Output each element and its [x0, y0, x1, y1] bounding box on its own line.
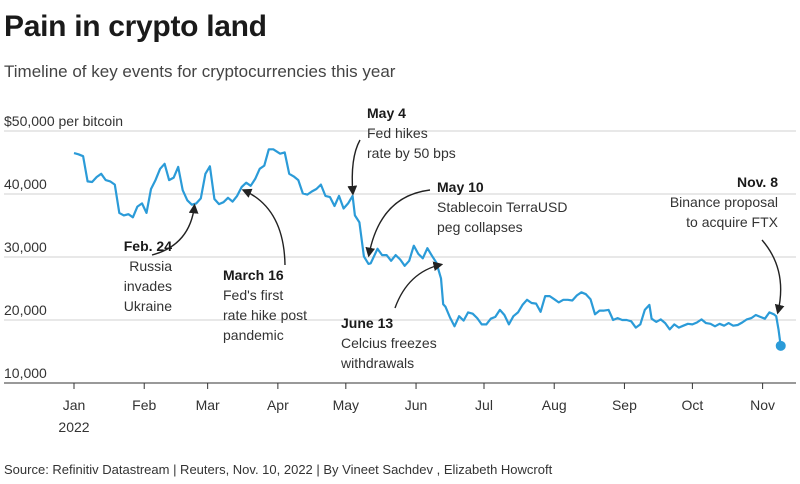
annotation-title: March 16 — [223, 267, 284, 283]
end-point-dot — [775, 340, 786, 351]
annotation-arrow — [761, 239, 785, 315]
x-tick-label: Aug — [542, 397, 567, 413]
annotation-arrow — [347, 139, 361, 196]
x-tick-label: Sep — [612, 397, 637, 413]
line-chart: 10,000 20,000 30,000 40,000 $50,000 per bitc… — [4, 105, 796, 435]
x-tick-label: Jun — [405, 397, 428, 413]
x-tick-label: Jan — [63, 397, 86, 413]
annotation-text: rate hike post — [223, 307, 307, 323]
source-note: Source: Refinitiv Datastream | Reuters, … — [4, 462, 553, 477]
y-tick-label: 20,000 — [4, 302, 47, 318]
y-tick-label: 30,000 — [4, 239, 47, 255]
annotation-text: to acquire FTX — [686, 214, 778, 230]
annotation-text: Stablecoin TerraUSD — [437, 199, 567, 215]
x-tick-label: Oct — [682, 397, 704, 413]
annotation-text: Fed's first — [223, 287, 283, 303]
annotation-text: rate by 50 bps — [367, 145, 456, 161]
annotation-text: Ukraine — [124, 298, 172, 314]
annotation-arrow — [241, 188, 286, 266]
x-tick-label: Feb — [132, 397, 156, 413]
annotation-text: Fed hikes — [367, 125, 428, 141]
chart-subtitle: Timeline of key events for cryptocurrenc… — [4, 62, 396, 81]
annotation-text: Russia — [129, 258, 172, 274]
annotation-text: peg collapses — [437, 219, 523, 235]
annotation-title: Feb. 24 — [124, 238, 172, 254]
x-tick-label: Mar — [196, 397, 220, 413]
x-tick-label: Apr — [267, 397, 289, 413]
price-line-series-0 — [73, 148, 782, 346]
x-tick-year-label: 2022 — [58, 419, 89, 435]
x-tick-label: Nov — [750, 397, 775, 413]
chart-title: Pain in crypto land — [4, 10, 267, 43]
annotation-text: pandemic — [223, 327, 284, 343]
y-tick-label: $50,000 per bitcoin — [4, 113, 123, 129]
annotation-arrow — [365, 189, 431, 258]
annotation-title: May 4 — [367, 105, 406, 121]
annotation-text: withdrawals — [340, 355, 414, 371]
annotation-text: invades — [124, 278, 172, 294]
annotation-title: May 10 — [437, 179, 484, 195]
annotation-title: June 13 — [341, 315, 393, 331]
annotation-text: Celcius freezes — [341, 335, 437, 351]
annotation-arrow — [151, 203, 199, 256]
x-tick-label: May — [333, 397, 359, 413]
annotation-title: Nov. 8 — [737, 174, 778, 190]
y-tick-label: 10,000 — [4, 365, 47, 381]
annotation-text: Binance proposal — [670, 194, 778, 210]
y-tick-label: 40,000 — [4, 176, 47, 192]
annotation-arrow — [394, 261, 444, 309]
x-tick-label: Jul — [475, 397, 493, 413]
